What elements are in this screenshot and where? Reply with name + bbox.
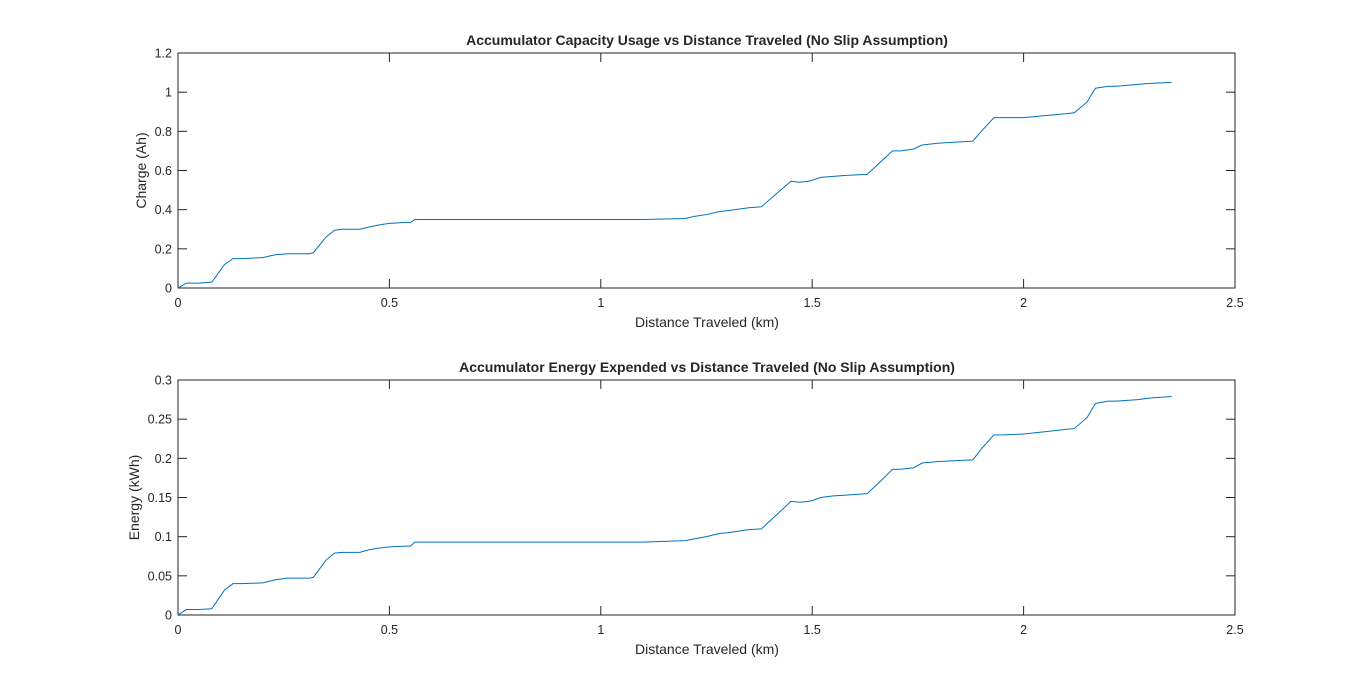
charge-x-tick-label: 1.5 — [804, 296, 821, 310]
energy-plot-area — [177, 379, 1236, 616]
charge-x-tick-label: 2.5 — [1226, 296, 1243, 310]
energy-y-tick-label: 0.1 — [155, 530, 172, 544]
energy-y-tick-label: 0.3 — [155, 374, 172, 388]
energy-y-tick-label: 0 — [165, 609, 172, 623]
charge-plot-area — [177, 52, 1236, 289]
charge-axes: Accumulator Capacity Usage vs Distance T… — [133, 32, 1244, 330]
energy-x-tick-label: 0 — [175, 623, 182, 637]
charge-y-tick-label: 0.2 — [155, 242, 172, 256]
charge-x-tick-label: 0 — [175, 296, 182, 310]
energy-x-tick-label: 1 — [597, 623, 604, 637]
charge-y-tick-label: 0.6 — [155, 164, 172, 178]
charge-chart-title: Accumulator Capacity Usage vs Distance T… — [466, 32, 948, 48]
energy-y-tick-label: 0.25 — [148, 413, 172, 427]
energy-x-tick-label: 0.5 — [381, 623, 398, 637]
energy-series-line — [177, 395, 1172, 616]
energy-y-tick-label: 0.2 — [155, 452, 172, 466]
charge-y-axis-label: Charge (Ah) — [133, 132, 149, 208]
energy-ticks: 0 0.5 1 1.5 2 2.5 0 0.05 0.1 0.15 0.2 0.25 0.3 — [148, 374, 1244, 638]
charge-x-tick-label: 1 — [597, 296, 604, 310]
charge-y-tick-label: 1 — [165, 86, 172, 100]
charge-y-tick-label: 0.4 — [155, 203, 172, 217]
charge-x-tick-label: 0.5 — [381, 296, 398, 310]
charge-x-tick-label: 2 — [1020, 296, 1027, 310]
energy-y-tick-label: 0.05 — [148, 569, 172, 583]
charge-x-axis-label: Distance Traveled (km) — [635, 314, 779, 330]
energy-y-tick-label: 0.15 — [148, 491, 172, 505]
charge-y-tick-label: 1.2 — [155, 47, 172, 61]
energy-x-axis-label: Distance Traveled (km) — [635, 641, 779, 657]
charge-y-tick-label: 0 — [165, 282, 172, 296]
charge-ticks: 0 0.5 1 1.5 2 2.5 0 0.2 0.4 0.6 0.8 1 1.2 — [155, 47, 1244, 311]
energy-x-tick-label: 2 — [1020, 623, 1027, 637]
charge-series-line — [177, 81, 1172, 289]
charge-y-tick-label: 0.8 — [155, 125, 172, 139]
energy-x-tick-label: 2.5 — [1226, 623, 1243, 637]
energy-axes: Accumulator Energy Expended vs Distance … — [126, 359, 1244, 657]
energy-y-axis-label: Energy (kWh) — [126, 455, 142, 541]
energy-x-tick-label: 1.5 — [804, 623, 821, 637]
energy-chart-title: Accumulator Energy Expended vs Distance … — [459, 359, 955, 375]
